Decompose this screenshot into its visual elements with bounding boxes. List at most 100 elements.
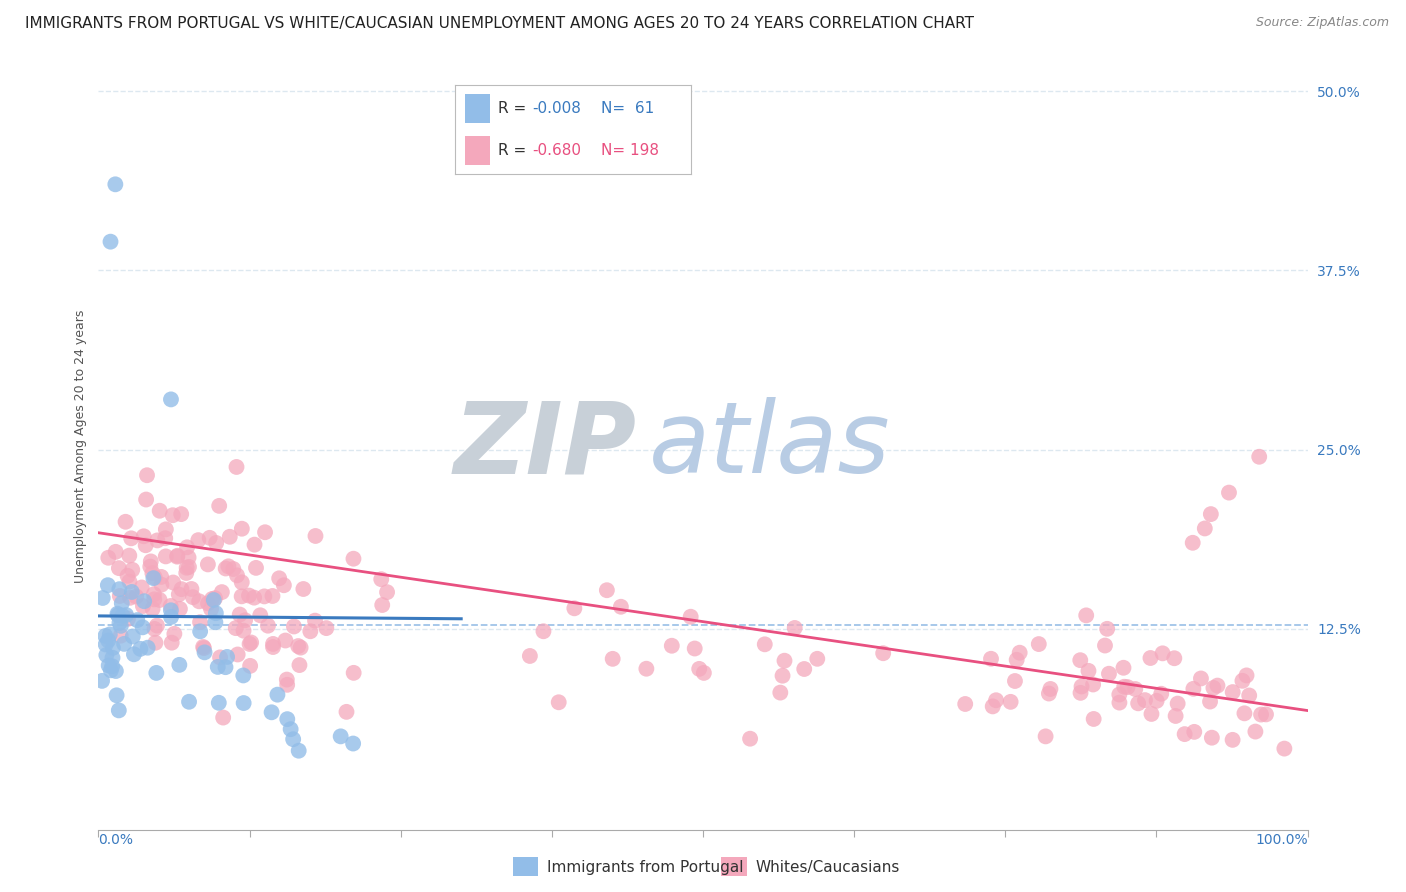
Point xyxy=(1199,507,1222,521)
Point xyxy=(1039,681,1062,696)
Point xyxy=(209,650,232,665)
Point xyxy=(197,596,219,610)
Point xyxy=(232,696,254,710)
Point xyxy=(201,591,224,606)
Point xyxy=(773,654,796,668)
Point xyxy=(108,589,131,603)
Point xyxy=(1232,673,1254,688)
Point xyxy=(1038,687,1060,701)
Point xyxy=(162,508,184,523)
Point xyxy=(166,549,188,564)
Point xyxy=(177,695,200,709)
Point xyxy=(127,613,149,627)
Point xyxy=(262,640,284,654)
Point xyxy=(238,589,260,603)
Point xyxy=(101,659,124,673)
Point xyxy=(1206,679,1229,693)
Point xyxy=(1167,697,1189,711)
Point xyxy=(97,578,120,592)
Point xyxy=(232,668,254,682)
Point xyxy=(1123,681,1146,696)
Point xyxy=(97,633,120,648)
Point xyxy=(174,566,197,580)
Point xyxy=(783,621,806,635)
Point xyxy=(163,627,186,641)
Point xyxy=(239,637,262,651)
Point xyxy=(181,590,204,604)
Point xyxy=(276,673,298,687)
Point xyxy=(371,598,394,612)
Point xyxy=(169,657,191,672)
Point xyxy=(1035,730,1057,744)
Point xyxy=(142,571,165,585)
Text: Immigrants from Portugal: Immigrants from Portugal xyxy=(547,860,744,874)
Point xyxy=(1189,672,1212,686)
Point xyxy=(679,609,702,624)
Point xyxy=(254,525,277,540)
Point xyxy=(1146,694,1168,708)
Point xyxy=(1182,681,1205,696)
Point xyxy=(257,618,280,632)
Point xyxy=(107,607,129,621)
Point xyxy=(167,587,190,601)
Point xyxy=(304,614,326,628)
Point xyxy=(214,660,236,674)
Point xyxy=(1150,687,1173,701)
Point xyxy=(1140,706,1163,721)
Point xyxy=(519,648,541,663)
Point xyxy=(108,582,131,597)
Point xyxy=(1070,680,1092,694)
Point xyxy=(160,603,183,617)
Point xyxy=(143,622,166,636)
Point xyxy=(335,705,357,719)
Point xyxy=(110,629,132,643)
Point xyxy=(1112,661,1135,675)
Point xyxy=(231,590,253,604)
Point xyxy=(176,541,198,555)
Point xyxy=(176,561,198,575)
Point xyxy=(111,596,134,610)
Point xyxy=(108,703,131,717)
Point xyxy=(1250,707,1272,722)
Point xyxy=(375,585,398,599)
Point xyxy=(129,641,152,656)
Point xyxy=(166,549,188,563)
Point xyxy=(132,529,155,543)
Text: 100.0%: 100.0% xyxy=(1256,833,1308,847)
Point xyxy=(141,566,163,581)
Point xyxy=(145,636,167,650)
Point xyxy=(1069,653,1091,667)
Point xyxy=(738,731,761,746)
Point xyxy=(1202,681,1225,695)
Point xyxy=(1000,695,1022,709)
Point xyxy=(142,602,165,616)
Point xyxy=(1108,696,1130,710)
Point xyxy=(243,591,266,605)
Point xyxy=(1028,637,1050,651)
Point xyxy=(160,392,183,407)
Point xyxy=(1114,680,1136,694)
Point xyxy=(98,627,121,641)
Point xyxy=(121,585,143,599)
Point xyxy=(100,235,122,249)
Point xyxy=(91,591,114,605)
Text: atlas: atlas xyxy=(648,398,890,494)
Point xyxy=(1244,724,1267,739)
Point xyxy=(1004,673,1026,688)
Point xyxy=(249,608,271,623)
Point xyxy=(142,587,165,601)
Point xyxy=(596,583,619,598)
Text: ZIP: ZIP xyxy=(454,398,637,494)
Point xyxy=(212,710,235,724)
Point xyxy=(197,558,219,572)
Point xyxy=(101,650,124,665)
Point xyxy=(772,669,794,683)
Point xyxy=(1076,608,1098,623)
Point xyxy=(118,549,141,563)
Point xyxy=(104,664,127,678)
Point xyxy=(111,608,134,623)
Point xyxy=(283,619,305,633)
Point xyxy=(292,582,315,596)
Point xyxy=(1081,677,1104,691)
Point xyxy=(984,693,1007,707)
